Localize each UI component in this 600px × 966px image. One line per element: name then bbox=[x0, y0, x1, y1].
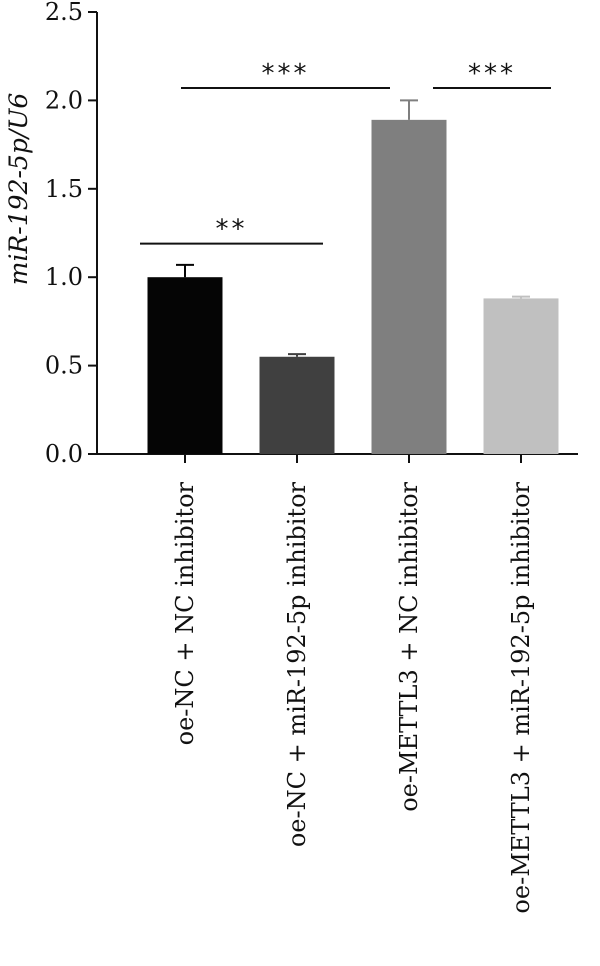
y-tick-label: 2.0 bbox=[45, 86, 83, 114]
bar bbox=[259, 356, 335, 454]
bar bbox=[371, 119, 447, 455]
bars bbox=[147, 119, 559, 455]
y-tick-label: 1.5 bbox=[45, 175, 83, 203]
y-tick-label: 2.5 bbox=[45, 0, 83, 26]
x-axis bbox=[97, 453, 578, 463]
significance-label: *** bbox=[262, 59, 310, 89]
category-label: oe-METTL3 + miR-192-5p inhibitor bbox=[507, 481, 535, 913]
significance-label: ** bbox=[216, 215, 248, 245]
category-label: oe-METTL3 + NC inhibitor bbox=[395, 481, 423, 811]
significance-label: *** bbox=[468, 59, 516, 89]
significance-annotations: ***** *** bbox=[140, 59, 551, 245]
category-label: oe-NC + miR-192-5p inhibitor bbox=[283, 481, 311, 847]
y-axis: 0.0 0.5 1.0 1.5 2.0 2.5 bbox=[45, 0, 98, 468]
y-tick-label: 0.5 bbox=[45, 352, 83, 380]
y-tick-label: 1.0 bbox=[45, 263, 83, 291]
y-tick-label: 0.0 bbox=[45, 440, 83, 468]
error-bars bbox=[176, 99, 530, 357]
category-labels: oe-NC + NC inhibitor oe-NC + miR-192-5p i… bbox=[171, 481, 535, 913]
bar bbox=[147, 277, 223, 454]
y-axis-title: miR-192-5p/U6 bbox=[4, 93, 33, 286]
category-label: oe-NC + NC inhibitor bbox=[171, 481, 199, 745]
bar bbox=[483, 298, 559, 454]
